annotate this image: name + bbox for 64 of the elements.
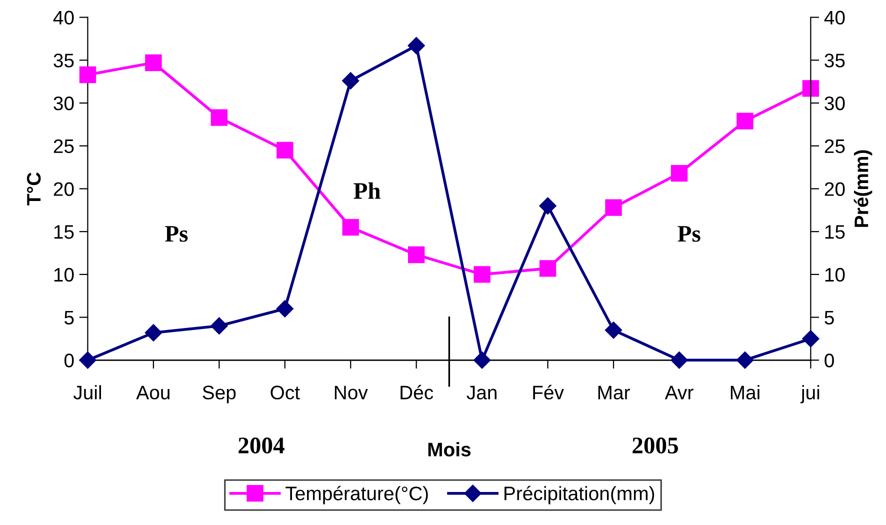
x-tick-label: Nov xyxy=(334,386,368,400)
point xyxy=(539,197,556,214)
x-tick-label: jui xyxy=(800,385,820,404)
y2-tick-label: 10 xyxy=(825,268,845,282)
point xyxy=(408,246,425,264)
point xyxy=(210,317,228,334)
point xyxy=(474,266,490,283)
x-axis-title: Mois xyxy=(428,442,471,456)
point xyxy=(670,164,688,182)
point xyxy=(802,80,820,97)
x-tick-label: Déc xyxy=(400,384,434,400)
annotation: Ps xyxy=(165,226,188,242)
y-tick-label: 20 xyxy=(54,182,74,196)
point xyxy=(736,112,754,130)
x-tick-label: Avr xyxy=(664,386,694,400)
y-axis-title: T°C xyxy=(26,172,41,206)
text: 2005 xyxy=(632,438,678,454)
point xyxy=(342,218,359,236)
x-tick-label: Mar xyxy=(598,386,630,400)
y2-tick-label: 15 xyxy=(825,225,845,239)
y2-tick-label: 40 xyxy=(824,10,845,25)
x-tick-label: Aou xyxy=(136,386,170,400)
point xyxy=(144,324,162,342)
point xyxy=(736,352,754,369)
y-tick-label: 15 xyxy=(54,225,74,239)
point xyxy=(276,142,294,159)
y-tick-label: 35 xyxy=(54,54,74,68)
x-tick-label: Juil xyxy=(73,385,101,400)
x-tick-label: Jan xyxy=(466,386,496,400)
point xyxy=(474,352,491,369)
legend-label: Précipitation(mm) xyxy=(504,486,654,504)
x-tick-label: Mai xyxy=(730,385,760,400)
annotation: Ps xyxy=(678,226,700,242)
y2-tick-label: 5 xyxy=(824,310,834,325)
y2-tick-label: 30 xyxy=(824,96,845,110)
y2-tick-label: 0 xyxy=(824,354,834,368)
y2-tick-label: 35 xyxy=(824,54,845,68)
point xyxy=(342,72,360,90)
y-tick-label: 25 xyxy=(54,139,74,154)
y2-tick-label: 20 xyxy=(824,182,845,196)
y-tick-label: 0 xyxy=(64,354,74,368)
point xyxy=(145,54,162,72)
x-tick-label: Sep xyxy=(202,386,236,404)
y2-axis-title: Pré(mm) xyxy=(854,150,872,227)
point xyxy=(210,109,228,126)
y-tick-label: 40 xyxy=(53,10,74,25)
text: 2004 xyxy=(238,438,284,454)
point xyxy=(604,322,622,339)
point xyxy=(79,352,96,369)
point xyxy=(670,352,688,369)
annotation: Ph xyxy=(354,182,380,199)
point xyxy=(79,66,96,84)
point xyxy=(605,199,622,216)
point xyxy=(539,260,556,277)
y-tick-label: 10 xyxy=(54,268,74,282)
x-tick-label: Fév xyxy=(533,384,564,400)
x-tick-label: Oct xyxy=(270,386,300,400)
y2-tick-label: 25 xyxy=(824,139,845,154)
point xyxy=(802,330,820,348)
y-tick-label: 5 xyxy=(64,310,74,325)
point xyxy=(276,300,294,318)
y-tick-label: 30 xyxy=(54,96,74,110)
point xyxy=(408,37,425,54)
legend-label: Température(°C) xyxy=(286,486,428,504)
